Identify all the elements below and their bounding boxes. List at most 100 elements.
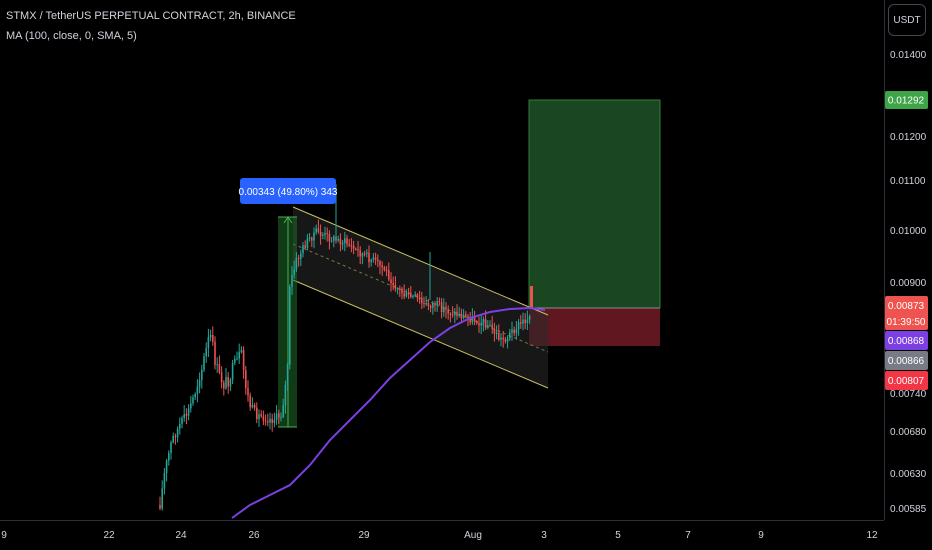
stop-price-label[interactable]: 0.00807 bbox=[885, 371, 928, 390]
candle-body bbox=[278, 413, 280, 418]
time-tick-label: 3 bbox=[541, 530, 547, 541]
measure-tooltip-text: 0.00343 (49.80%) 343 bbox=[239, 187, 338, 198]
candle-body bbox=[436, 301, 438, 306]
moving-average-line[interactable] bbox=[231, 306, 546, 519]
candle-body bbox=[504, 339, 507, 342]
candle-body bbox=[165, 460, 168, 473]
candle-body bbox=[530, 286, 533, 308]
candle-body bbox=[454, 311, 456, 316]
candle-body bbox=[526, 319, 529, 324]
candle-body bbox=[517, 322, 520, 330]
price-axis[interactable]: 0.01400 0.01200 0.01100 0.01000 0.00900 0.006… bbox=[884, 0, 927, 520]
candle-body bbox=[161, 488, 163, 509]
candle-body bbox=[401, 288, 403, 294]
time-axis[interactable]: 9 22 24 26 29 Aug 3 5 7 9 12 bbox=[0, 520, 884, 542]
candle-body bbox=[205, 348, 207, 357]
candle-body bbox=[159, 505, 161, 509]
candle-body bbox=[187, 408, 190, 416]
candle-body bbox=[172, 436, 174, 443]
candle-body bbox=[330, 240, 333, 242]
candle-body bbox=[405, 292, 408, 297]
candle-body bbox=[341, 242, 344, 245]
candle-body bbox=[412, 295, 414, 297]
candle-body bbox=[462, 314, 465, 319]
candle-body bbox=[361, 253, 364, 257]
candle-body bbox=[238, 352, 240, 359]
candle-body bbox=[300, 253, 302, 259]
price-tick-label: 0.00740 bbox=[890, 389, 927, 400]
time-tick-label: 12 bbox=[866, 530, 878, 541]
candle-body bbox=[500, 337, 502, 340]
currency-button[interactable]: USDT bbox=[888, 4, 926, 36]
candle-body bbox=[396, 288, 399, 290]
candle-body bbox=[513, 329, 515, 334]
candle-body bbox=[212, 335, 214, 342]
price-tick-label: 0.01100 bbox=[890, 176, 926, 187]
take-profit-price-label-text: 0.01292 bbox=[888, 96, 925, 107]
candle-body bbox=[328, 234, 331, 242]
candle-body bbox=[440, 302, 443, 312]
measure-tooltip-box bbox=[240, 178, 336, 204]
entry-price-label[interactable]: 0.00866 bbox=[885, 351, 928, 370]
time-tick-label: 22 bbox=[103, 530, 115, 541]
channel-lower-line[interactable] bbox=[292, 279, 549, 389]
candle-body bbox=[522, 319, 524, 324]
ma-price-label[interactable]: 0.00868 bbox=[885, 331, 928, 350]
ma-indicator-legend[interactable]: MA (100, close, 0, SMA, 5) bbox=[6, 30, 137, 42]
channel-mid-line[interactable] bbox=[292, 243, 549, 353]
bar-countdown-text: 01:39:50 bbox=[887, 317, 926, 328]
candle-body bbox=[163, 473, 166, 489]
long-position-tool[interactable] bbox=[528, 99, 661, 346]
candle-body bbox=[185, 414, 188, 416]
candle-body bbox=[438, 301, 441, 303]
candle-body bbox=[275, 413, 278, 420]
price-tick-label: 0.01000 bbox=[890, 226, 927, 237]
take-profit-price-label[interactable]: 0.01292 bbox=[885, 91, 928, 109]
candle-body bbox=[308, 237, 311, 239]
candle-body bbox=[374, 257, 377, 260]
candle-body bbox=[416, 294, 419, 298]
candle-body bbox=[313, 232, 315, 241]
candle-body bbox=[460, 313, 463, 319]
candle-body bbox=[326, 233, 328, 235]
last-price-label-box bbox=[885, 296, 928, 330]
candle-body bbox=[434, 303, 436, 306]
candle-body bbox=[262, 416, 265, 421]
time-tick-label: 9 bbox=[758, 530, 764, 541]
candle-body bbox=[509, 332, 511, 339]
candle-body bbox=[427, 303, 430, 306]
candle-body bbox=[478, 323, 480, 326]
take-profit-price-label-box bbox=[885, 91, 928, 109]
candle-body bbox=[267, 421, 269, 423]
price-range-measure[interactable] bbox=[278, 216, 297, 428]
candle-body bbox=[469, 317, 471, 323]
candle-body bbox=[493, 328, 496, 334]
candle-body bbox=[344, 238, 346, 243]
candle-body bbox=[295, 257, 298, 270]
symbol-title[interactable]: STMX / TetherUS PERPETUAL CONTRACT, 2h, … bbox=[6, 10, 296, 22]
candle-body bbox=[297, 257, 300, 259]
candle-body bbox=[234, 358, 236, 363]
stop-zone[interactable] bbox=[529, 308, 660, 346]
candle-body bbox=[271, 418, 273, 424]
candle-body bbox=[236, 358, 238, 360]
price-tick-label: 0.01400 bbox=[890, 50, 927, 61]
measure-tooltip[interactable]: 0.00343 (49.80%) 343 bbox=[239, 178, 338, 204]
candle-body bbox=[302, 245, 304, 254]
candle-body bbox=[447, 309, 449, 314]
candle-body bbox=[451, 314, 454, 316]
candle-body bbox=[194, 393, 196, 398]
candle-body bbox=[498, 332, 500, 340]
candle-body bbox=[421, 299, 423, 304]
profit-zone[interactable] bbox=[529, 100, 660, 308]
price-tick-label: 0.00630 bbox=[890, 469, 927, 480]
candle-body bbox=[443, 307, 445, 312]
candle-body bbox=[260, 414, 262, 417]
candle-body bbox=[315, 228, 317, 233]
candle-body bbox=[256, 407, 258, 420]
candle-body bbox=[355, 248, 357, 250]
candle-body bbox=[183, 414, 185, 418]
last-price-label[interactable]: 0.00873 01:39:50 bbox=[885, 296, 928, 330]
